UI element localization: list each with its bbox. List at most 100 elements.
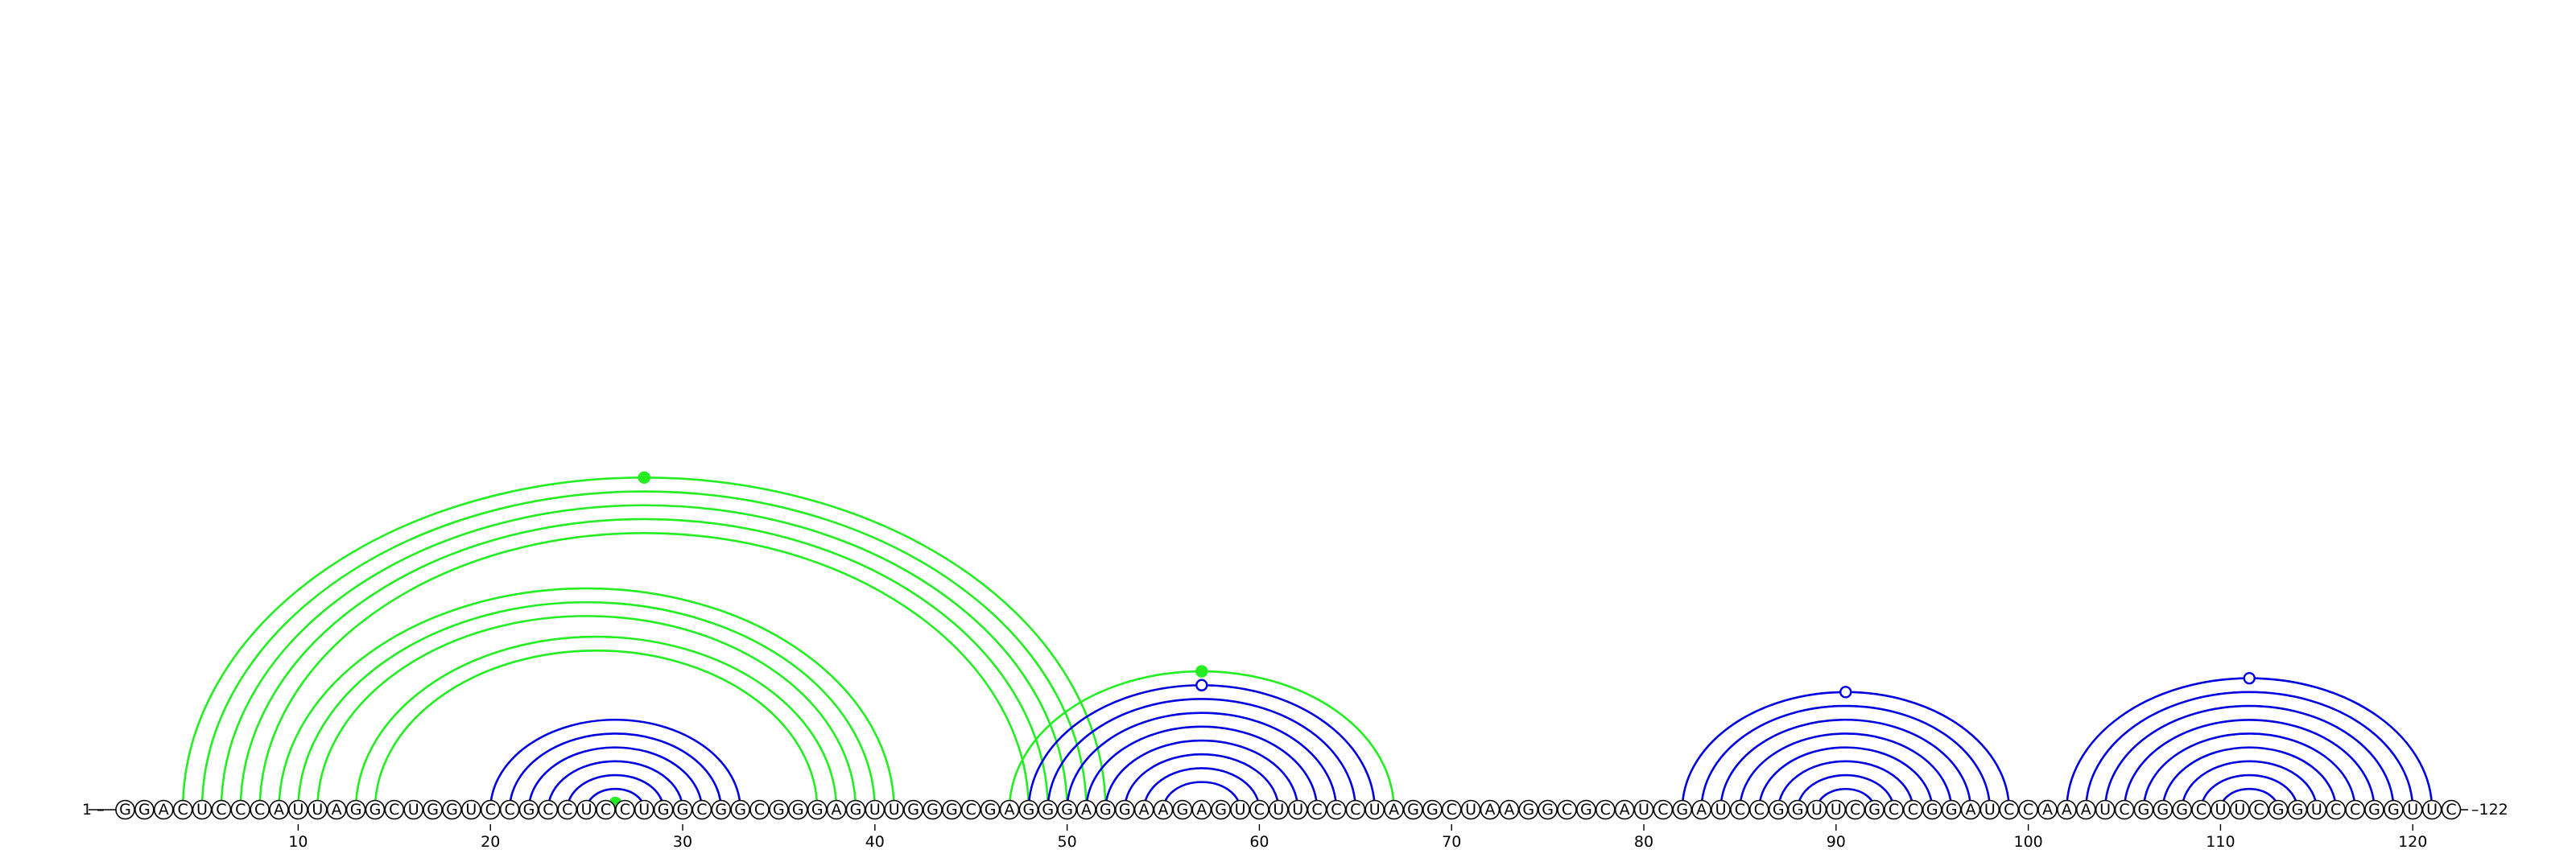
nucleotide-circle xyxy=(787,799,808,820)
nucleotide-circle xyxy=(1038,799,1059,820)
nucleotide-circle xyxy=(1595,799,1616,820)
nucleotide-letter: U xyxy=(2215,801,2226,819)
nucleotide: G xyxy=(1941,799,1962,820)
nucleotide-letter: G xyxy=(1100,801,1112,819)
nucleotide-letter: C xyxy=(485,801,496,819)
nucleotide-letter: C xyxy=(2446,801,2456,819)
nucleotide-letter: G xyxy=(1407,801,1419,819)
nucleotide: U xyxy=(884,799,904,820)
nucleotide-letter: C xyxy=(562,801,572,819)
nucleotide-circle xyxy=(1884,799,1904,820)
nucleotide: A xyxy=(1384,799,1404,820)
nucleotide-letter: G xyxy=(1061,801,1073,819)
nucleotide-letter: C xyxy=(1657,801,1668,819)
nucleotide-letter: C xyxy=(966,801,976,819)
nucleotide: C xyxy=(1557,799,1577,820)
base-pair-arc xyxy=(508,732,723,811)
nucleotide-circle xyxy=(1672,799,1693,820)
nucleotide: G xyxy=(1576,799,1596,820)
nucleotide-circle xyxy=(499,799,520,820)
nucleotide-circle xyxy=(2384,799,2404,820)
base-pair-arc xyxy=(2142,732,2356,811)
nucleotide-letter: G xyxy=(677,801,689,819)
nucleotide: A xyxy=(326,799,347,820)
nucleotide-letter: A xyxy=(1081,801,1092,819)
nucleotide: U xyxy=(1287,799,1308,820)
nucleotide-letter: C xyxy=(696,801,707,819)
base-pair-arc xyxy=(1739,732,1953,811)
nucleotide-circle xyxy=(1730,799,1750,820)
nucleotide-letter: G xyxy=(2176,801,2188,819)
nucleotide-letter: C xyxy=(1735,801,1745,819)
nucleotide-circle xyxy=(845,799,866,820)
nucleotide-letter: G xyxy=(985,801,997,819)
nucleotide-letter: U xyxy=(196,801,208,819)
nucleotide: U xyxy=(1633,799,1654,820)
nucleotide-circle xyxy=(596,799,616,820)
nucleotide-letter: C xyxy=(2119,801,2129,819)
nucleotide-letter: G xyxy=(1215,801,1227,819)
nucleotide-circle xyxy=(2075,799,2096,820)
nucleotide-circle xyxy=(192,799,213,820)
nucleotide-circle xyxy=(1096,799,1116,820)
nucleotide-letter: U xyxy=(869,801,881,819)
nucleotide-circle xyxy=(615,799,635,820)
nucleotide-circle xyxy=(999,799,1020,820)
nucleotide-letter: U xyxy=(1984,801,1996,819)
nucleotide-circle xyxy=(2191,799,2211,820)
nucleotide-letter: A xyxy=(1389,801,1399,819)
nucleotide: A xyxy=(826,799,847,820)
nucleotide: G xyxy=(115,799,135,820)
nucleotide-letter: G xyxy=(1926,801,1938,819)
nucleotide: C xyxy=(1999,799,2020,820)
nucleotide: G xyxy=(942,799,962,820)
axis-tick-label: 20 xyxy=(481,833,500,851)
nucleotide-circle xyxy=(153,799,174,820)
nucleotide-letter: G xyxy=(1022,801,1034,819)
nucleotide: C xyxy=(2018,799,2038,820)
nucleotide: U xyxy=(1711,799,1731,820)
nucleotide: A xyxy=(1691,799,1711,820)
nucleotide-circle xyxy=(576,799,597,820)
nucleotide-letter: U xyxy=(312,801,323,819)
nucleotide-circle xyxy=(461,799,481,820)
nucleotide-circle xyxy=(345,799,366,820)
nucleotide-letter: G xyxy=(1542,801,1554,819)
nucleotide: U xyxy=(2421,799,2442,820)
nucleotide: G xyxy=(1018,799,1039,820)
nucleotide-circle xyxy=(1941,799,1962,820)
nucleotide: G xyxy=(1057,799,1077,820)
axis-tick-label: 120 xyxy=(2398,833,2427,851)
nucleotide: U xyxy=(192,799,213,820)
nucleotide-circle xyxy=(1307,799,1327,820)
nucleotide-letter: U xyxy=(1715,801,1727,819)
nucleotide-circle xyxy=(2018,799,2038,820)
nucleotide-circle xyxy=(307,799,328,820)
nucleotide: U xyxy=(2402,799,2423,820)
nucleotide-circle xyxy=(2345,799,2365,820)
nucleotide-circle xyxy=(1538,799,1558,820)
nucleotide: G xyxy=(672,799,693,820)
nucleotide: U xyxy=(1460,799,1481,820)
nucleotide-circle xyxy=(672,799,693,820)
base-pair-arc xyxy=(200,490,1088,811)
base-pair-arc xyxy=(1066,712,1338,811)
nucleotide-circle xyxy=(442,799,462,820)
nucleotide: G xyxy=(903,799,923,820)
nucleotide-circle xyxy=(1845,799,1865,820)
nucleotide-letter: U xyxy=(1273,801,1284,819)
axis-tick-label: 70 xyxy=(1442,833,1461,851)
nucleotide: A xyxy=(1191,799,1212,820)
nucleotide: G xyxy=(518,799,539,820)
nucleotide-letter: G xyxy=(2273,801,2285,819)
nucleotide-circle xyxy=(1518,799,1539,820)
nucleotide-letter: G xyxy=(2368,801,2380,819)
nucleotide: C xyxy=(1730,799,1750,820)
nucleotide-circle xyxy=(557,799,578,820)
nucleotide: A xyxy=(1499,799,1520,820)
nucleotide-circle xyxy=(1441,799,1462,820)
nucleotide-letter: G xyxy=(1177,801,1189,819)
nucleotide-circle xyxy=(1979,799,2000,820)
nucleotide-circle xyxy=(730,799,750,820)
nucleotide-letter: A xyxy=(1620,801,1630,819)
